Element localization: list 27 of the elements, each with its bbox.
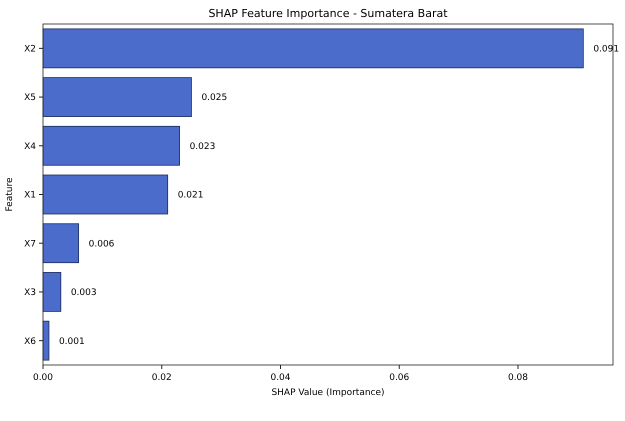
bar: [42, 126, 180, 166]
x-tick-label: 0.06: [389, 373, 410, 383]
y-tick-label: X3: [24, 288, 36, 298]
y-tick-label: X2: [24, 44, 36, 55]
bar: [42, 28, 584, 68]
x-tick-label: 0.00: [32, 373, 54, 383]
y-tick-label: X7: [24, 239, 36, 250]
y-tick-label: X1: [24, 190, 36, 201]
x-tick-label: 0.08: [508, 373, 528, 383]
data-label: 0.023: [190, 142, 216, 152]
bar: [42, 223, 80, 264]
data-label: 0.021: [178, 190, 204, 201]
data-label: 0.006: [88, 239, 115, 250]
y-axis-title: Feature: [5, 177, 15, 212]
x-axis-title: SHAP Value (Importance): [271, 388, 385, 398]
data-label: 0.025: [201, 93, 228, 104]
bar: [42, 272, 62, 312]
data-label: 0.003: [70, 288, 97, 298]
x-tick-label: 0.04: [270, 373, 291, 383]
x-tick-label: 0.02: [152, 373, 172, 383]
y-tick-label: X4: [24, 142, 36, 152]
y-tick-label: X5: [24, 93, 36, 104]
data-label: 0.001: [58, 336, 85, 347]
chart-title: SHAP Feature Importance - Sumatera Barat: [208, 7, 448, 20]
bar: [42, 174, 168, 214]
y-tick-label: X6: [24, 336, 36, 347]
bar: [42, 77, 192, 117]
